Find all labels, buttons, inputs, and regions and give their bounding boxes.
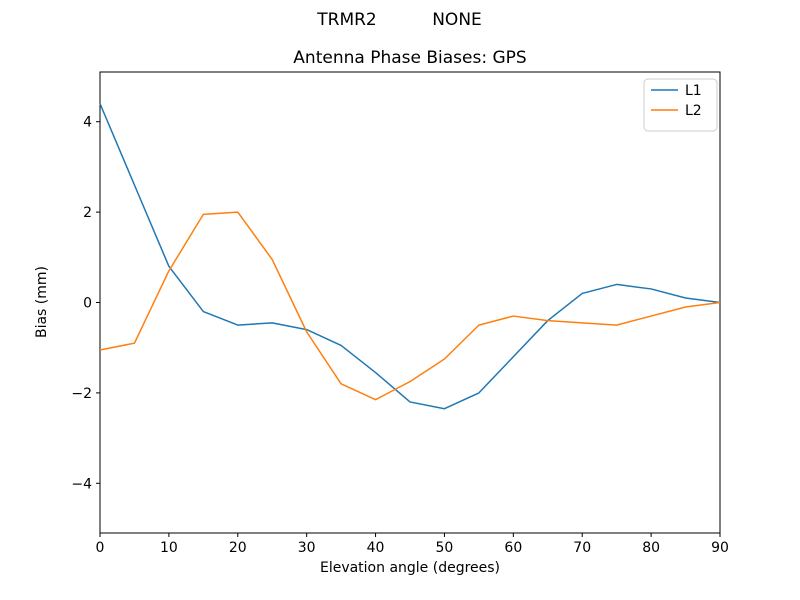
x-tick-label: 20 [229, 540, 247, 556]
y-tick-label: −2 [71, 386, 92, 402]
l1-line [99, 103, 721, 410]
suptitle-radome: NONE [432, 10, 482, 30]
l2-line [99, 211, 721, 401]
legend-item-l2: L2 [651, 103, 702, 119]
x-tick-label: 90 [711, 540, 729, 556]
l1-legend-label: L1 [685, 83, 702, 99]
x-axis: 0 10 20 30 40 50 60 70 80 90 [96, 533, 729, 556]
x-tick-label: 10 [160, 540, 178, 556]
l2-legend-label: L2 [685, 103, 702, 119]
suptitle-station: TRMR2 [316, 10, 377, 30]
plot-area [99, 71, 721, 534]
legend-box [643, 78, 718, 132]
legend: L1 L2 [643, 78, 718, 132]
x-tick-label: 70 [573, 540, 591, 556]
y-axis: −4 −2 0 2 4 [71, 115, 100, 492]
x-tick-label: 80 [642, 540, 660, 556]
legend-item-l1: L1 [651, 83, 702, 99]
y-tick-label: −4 [71, 476, 92, 492]
y-tick-label: 0 [83, 296, 92, 312]
y-axis-label: Bias (mm) [34, 266, 50, 338]
y-tick-label: 4 [83, 115, 92, 131]
x-tick-label: 50 [436, 540, 454, 556]
plot-lines [99, 103, 721, 410]
y-tick-label: 2 [83, 205, 92, 221]
x-axis-label: Elevation angle (degrees) [320, 560, 500, 576]
x-tick-label: 60 [504, 540, 522, 556]
chart-title: Antenna Phase Biases: GPS [293, 48, 526, 68]
x-tick-label: 30 [298, 540, 316, 556]
x-tick-label: 40 [367, 540, 385, 556]
x-tick-label: 0 [96, 540, 105, 556]
